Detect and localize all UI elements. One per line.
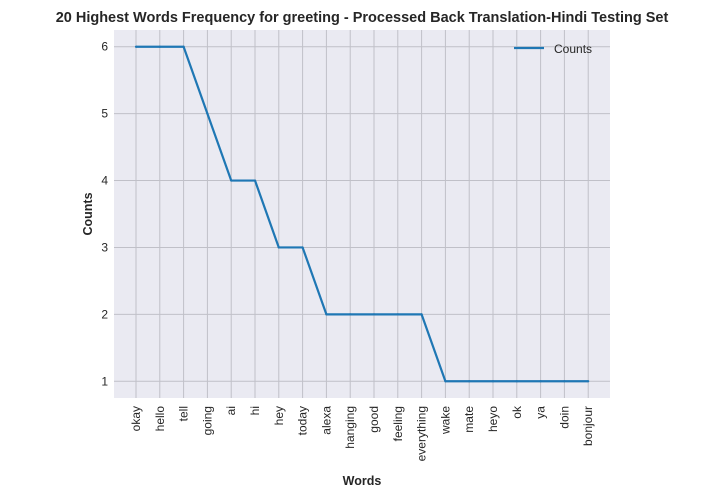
- y-axis-ticks: 1 2 3 4 5 6: [101, 40, 108, 389]
- x-tick-label: mate: [462, 406, 476, 433]
- x-axis-label: Words: [343, 474, 382, 488]
- data-point: [563, 380, 566, 383]
- x-tick-label: hi: [248, 406, 262, 415]
- data-point: [491, 380, 495, 383]
- x-tick-label: hello: [153, 406, 167, 432]
- data-point: [277, 246, 280, 249]
- data-point: [206, 112, 209, 115]
- chart-title: 20 Highest Words Frequency for greeting …: [56, 10, 669, 26]
- y-tick-label: 6: [101, 40, 108, 54]
- legend: Counts: [514, 42, 592, 56]
- y-tick-label: 4: [101, 174, 108, 188]
- data-point: [372, 313, 376, 316]
- x-tick-label: today: [296, 406, 310, 435]
- y-tick-label: 3: [101, 240, 108, 254]
- data-point: [182, 45, 185, 48]
- x-tick-label: ya: [534, 406, 548, 419]
- data-point: [158, 45, 161, 48]
- y-tick-label: 5: [101, 107, 108, 121]
- x-tick-label: good: [367, 406, 381, 433]
- x-tick-label: okay: [129, 406, 143, 431]
- x-tick-label: hey: [272, 406, 286, 425]
- data-point: [349, 313, 352, 316]
- x-tick-label: doin: [557, 406, 571, 429]
- data-point: [325, 313, 328, 316]
- data-point: [301, 246, 304, 249]
- data-point: [396, 313, 399, 316]
- data-point: [444, 380, 447, 383]
- data-point: [134, 45, 138, 48]
- x-axis-ticks: okay hello tell going ai hi hey today alexa hangi…: [129, 405, 595, 461]
- data-point: [539, 380, 542, 383]
- data-point: [468, 380, 471, 383]
- series-line-counts: [136, 45, 589, 383]
- plot-area: [114, 30, 610, 398]
- x-tick-label: ai: [224, 406, 238, 415]
- x-tick-label: feeling: [391, 406, 405, 441]
- y-tick-label: 1: [101, 374, 108, 388]
- x-tick-label: hanging: [343, 406, 357, 449]
- y-tick-label: 2: [101, 307, 108, 321]
- x-tick-label: everything: [415, 406, 429, 461]
- legend-label-counts: Counts: [554, 42, 592, 56]
- data-point: [587, 380, 590, 383]
- x-tick-label: tell: [177, 406, 191, 421]
- x-tick-label: ok: [510, 405, 524, 419]
- x-tick-label: bonjour: [581, 406, 595, 446]
- data-point: [515, 380, 518, 383]
- grid: [114, 30, 610, 398]
- x-tick-label: alexa: [319, 406, 333, 435]
- data-points: [134, 45, 590, 383]
- x-tick-label: going: [200, 406, 214, 435]
- x-tick-label: heyo: [486, 406, 500, 432]
- data-point: [420, 313, 423, 316]
- y-axis-label: Counts: [81, 192, 95, 235]
- x-tick-label: wake: [438, 406, 452, 435]
- data-point: [253, 179, 257, 182]
- data-point: [230, 179, 233, 182]
